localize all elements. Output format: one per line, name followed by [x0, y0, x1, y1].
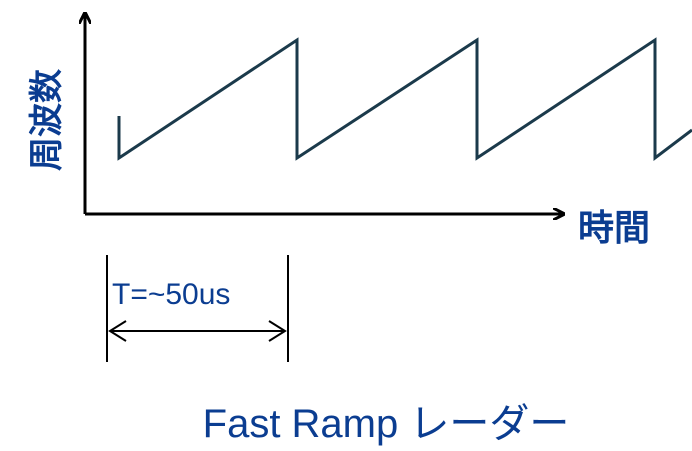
y-axis-label: 周波数 [27, 69, 67, 171]
period-label: T=~50us [112, 278, 230, 311]
diagram-caption: Fast Ramp レーダー [203, 402, 570, 446]
x-axis-label: 時間 [578, 208, 650, 249]
sawtooth-waveform [119, 40, 692, 158]
